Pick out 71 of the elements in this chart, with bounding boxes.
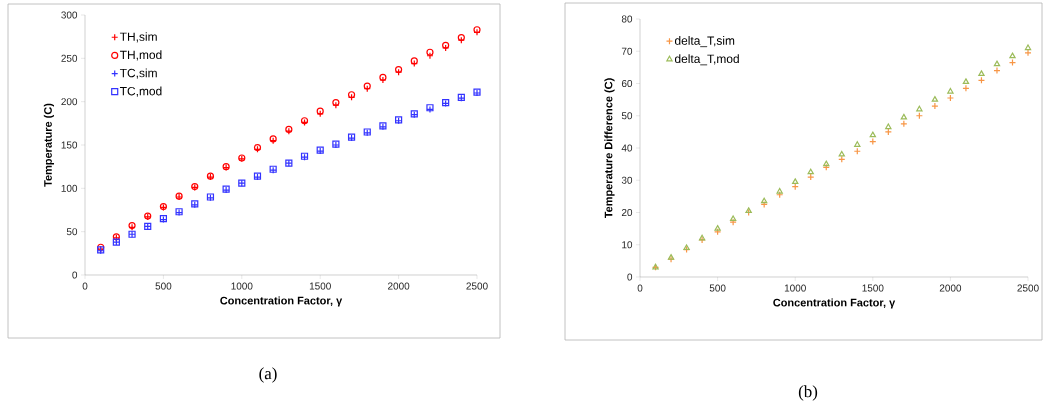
x-tick-label: 2500 bbox=[1017, 284, 1039, 292]
y-tick-label: 80 bbox=[621, 15, 633, 23]
y-tick-label: 70 bbox=[621, 47, 633, 55]
y-tick-label: 300 bbox=[61, 11, 78, 19]
x-tick-label: 2500 bbox=[466, 282, 488, 290]
y-tick-label: 30 bbox=[621, 176, 633, 184]
point bbox=[823, 160, 830, 167]
point bbox=[962, 84, 970, 92]
point bbox=[916, 105, 923, 112]
y-tick-label: 60 bbox=[621, 79, 633, 88]
x-tick-label: 1000 bbox=[231, 282, 253, 290]
x-tick-label: 500 bbox=[155, 282, 172, 290]
legend-label: TH,mod bbox=[119, 50, 162, 61]
text: (a) bbox=[259, 367, 277, 383]
point bbox=[714, 228, 722, 236]
point bbox=[760, 197, 768, 204]
x-tick-label: 0 bbox=[82, 282, 88, 290]
y-tick-label: 50 bbox=[621, 112, 633, 120]
point bbox=[854, 141, 861, 147]
point bbox=[1009, 52, 1016, 59]
x-axis-title: Concentration Factor, γ bbox=[773, 298, 896, 309]
legend-label: TH,sim bbox=[119, 32, 157, 43]
y-tick-label: 50 bbox=[66, 228, 78, 236]
point bbox=[729, 215, 737, 222]
point bbox=[869, 131, 877, 138]
x-tick-label: 2000 bbox=[939, 284, 962, 292]
legend-label: delta_T,mod bbox=[674, 54, 739, 66]
point bbox=[931, 102, 939, 110]
point bbox=[714, 225, 721, 231]
point bbox=[745, 207, 752, 213]
point bbox=[978, 70, 985, 76]
x-tick-label: 1500 bbox=[862, 284, 884, 292]
point bbox=[426, 48, 434, 56]
x-tick-label: 500 bbox=[709, 284, 726, 292]
point bbox=[931, 96, 939, 102]
y-tick-label: 150 bbox=[61, 141, 78, 149]
point bbox=[807, 168, 814, 175]
point bbox=[962, 78, 970, 84]
x-tick-label: 1500 bbox=[309, 282, 331, 290]
y-tick-label: 40 bbox=[621, 144, 633, 152]
y-tick-label: 20 bbox=[621, 208, 633, 217]
legend-label: delta_T,sim bbox=[674, 36, 735, 48]
x-axis-title: Concentration Factor, γ bbox=[220, 296, 343, 307]
point bbox=[1024, 44, 1032, 51]
point bbox=[884, 128, 892, 136]
point bbox=[900, 113, 908, 120]
x-tick-label: 0 bbox=[637, 284, 643, 292]
point bbox=[792, 178, 799, 184]
legend-label: TC,mod bbox=[119, 86, 162, 97]
point bbox=[838, 150, 845, 157]
y-axis-title: Temperature (C) bbox=[43, 103, 55, 187]
point bbox=[776, 187, 783, 194]
point bbox=[885, 123, 892, 130]
x-tick-label: 1000 bbox=[784, 284, 806, 292]
y-tick-label: 0 bbox=[627, 273, 633, 281]
point bbox=[993, 67, 1001, 75]
y-axis-title: Temperature Difference (C) bbox=[604, 78, 615, 219]
point bbox=[807, 173, 815, 181]
point bbox=[729, 218, 737, 226]
y-tick-label: 10 bbox=[622, 241, 633, 249]
legend-label: TC,sim bbox=[119, 68, 157, 79]
point bbox=[1024, 49, 1032, 57]
y-tick-label: 250 bbox=[61, 54, 78, 62]
y-tick-label: 200 bbox=[61, 98, 78, 106]
x-tick-label: 2000 bbox=[388, 282, 410, 290]
y-tick-label: 0 bbox=[72, 271, 78, 279]
point bbox=[946, 94, 955, 102]
text: (b) bbox=[798, 385, 818, 401]
point bbox=[900, 120, 908, 128]
point bbox=[947, 87, 954, 94]
y-tick-label: 100 bbox=[61, 184, 78, 192]
